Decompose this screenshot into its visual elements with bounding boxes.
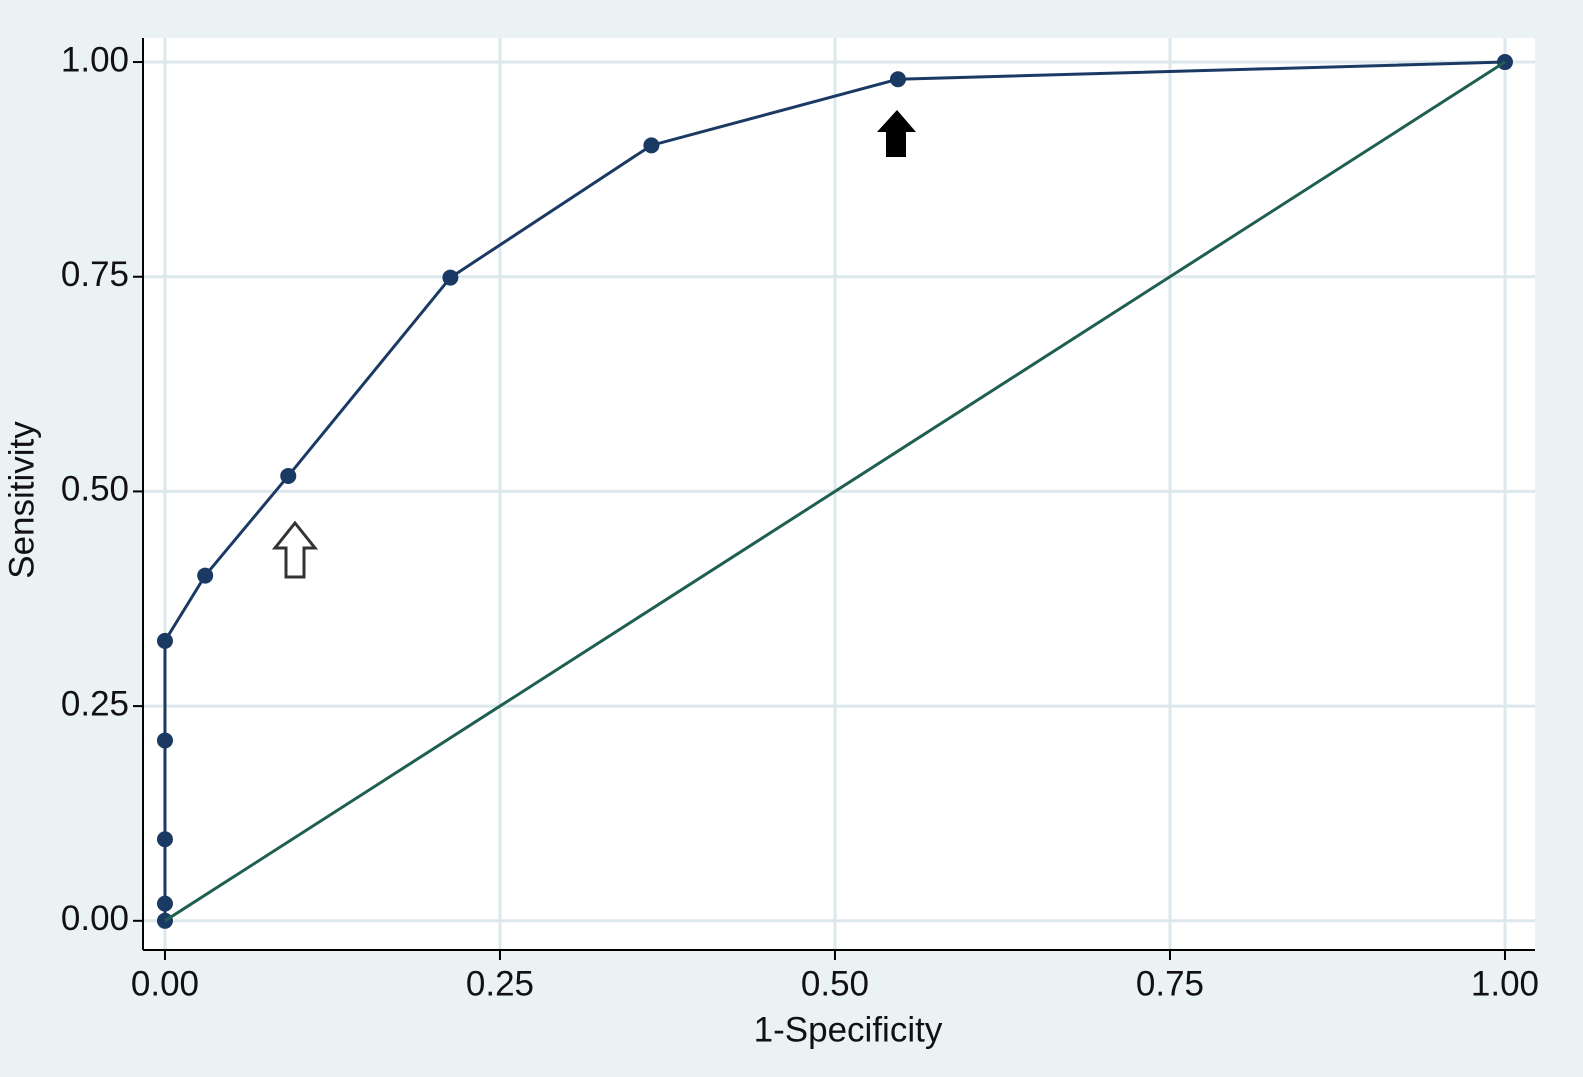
- y-tick-label: 0.50: [61, 470, 129, 509]
- plot-area: [143, 38, 1535, 950]
- solid-arrow: [877, 110, 916, 157]
- y-tick-label: 0.75: [61, 255, 129, 294]
- point: [156, 831, 173, 848]
- y-axis-label: Sensitivity: [2, 421, 41, 579]
- x-axis-label: 1-Specificity: [754, 1010, 943, 1049]
- point: [156, 632, 173, 649]
- series-line: [164, 60, 1506, 923]
- grid: [143, 38, 1535, 950]
- marks: [156, 54, 1513, 929]
- x-tick-label: 0.00: [131, 964, 199, 1003]
- x-tick-label: 1.00: [1471, 964, 1539, 1003]
- point: [280, 467, 297, 484]
- point: [643, 137, 660, 154]
- point: [156, 895, 173, 912]
- y-tick-label: 0.00: [61, 899, 129, 938]
- point: [889, 71, 906, 88]
- point: [156, 732, 173, 749]
- x-tick-label: 0.25: [466, 964, 534, 1003]
- y-tick-label: 1.00: [61, 40, 129, 79]
- point: [197, 567, 214, 584]
- x-tick-label: 0.75: [1136, 964, 1204, 1003]
- y-tick-label: 0.25: [61, 684, 129, 723]
- point: [442, 269, 459, 286]
- open-arrow: [271, 520, 319, 579]
- x-tick-label: 0.50: [801, 964, 869, 1003]
